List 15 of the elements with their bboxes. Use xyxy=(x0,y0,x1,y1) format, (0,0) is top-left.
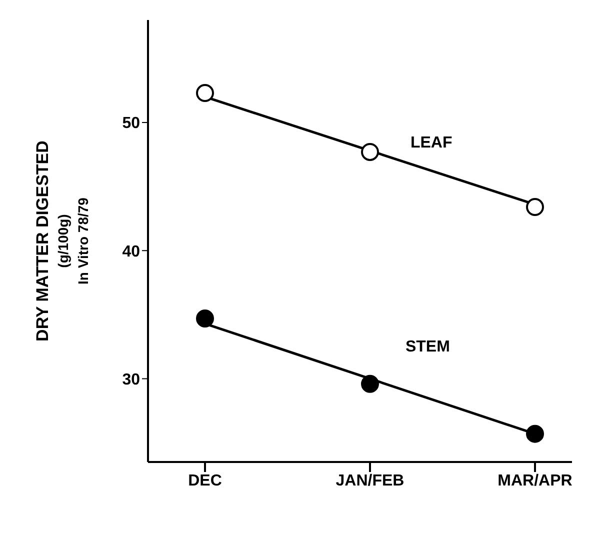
point xyxy=(196,84,214,102)
point xyxy=(526,198,544,216)
x-tick-label: JAN/FEB xyxy=(336,472,404,490)
x-tick-label: DEC xyxy=(188,472,222,490)
y-tick-label: 30 xyxy=(122,371,140,388)
point xyxy=(361,142,379,161)
point xyxy=(526,424,544,443)
point xyxy=(196,310,214,328)
x-tick-label: MAR/APR xyxy=(498,472,573,490)
text: STEM xyxy=(405,338,450,356)
y-axis-title: DRY MATTER DIGESTED (g/100g) In Vitro 78/79 xyxy=(33,140,91,342)
y-tick-label: 50 xyxy=(122,115,140,132)
point xyxy=(361,374,379,393)
text: LEAF xyxy=(410,134,452,152)
y-tick-label: 40 xyxy=(122,243,140,260)
